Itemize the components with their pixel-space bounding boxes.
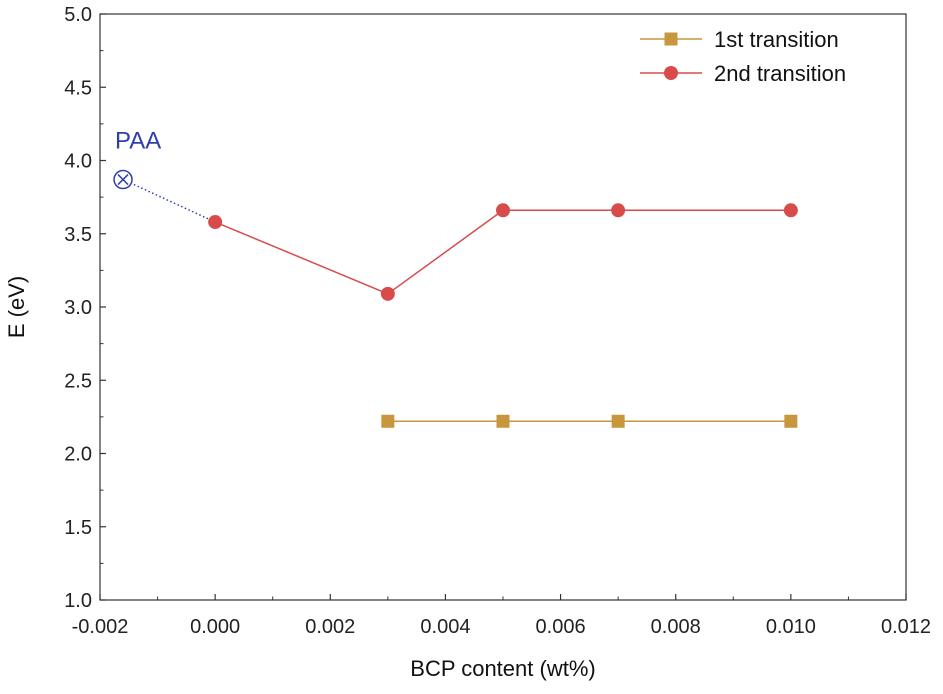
y-axis-title: E (eV) xyxy=(4,276,29,338)
series-markers xyxy=(113,169,798,428)
y-tick-label: 1.0 xyxy=(64,590,92,612)
data-point-circle xyxy=(380,286,395,301)
x-tick-label: 0.006 xyxy=(536,616,586,638)
plot-frame xyxy=(99,13,907,601)
x-axis-title: BCP content (wt%) xyxy=(410,656,595,681)
x-tick-label: 0.010 xyxy=(766,616,816,638)
x-tick-label: 0.002 xyxy=(305,616,355,638)
data-point-circle xyxy=(208,215,223,230)
data-point-square xyxy=(496,414,510,428)
axis-ticks xyxy=(99,13,907,601)
y-axis-tick-labels: 1.0 1.5 2.0 2.5 3.0 3.5 4.0 4.5 5.0 xyxy=(64,4,92,612)
y-tick-label: 3.0 xyxy=(64,297,92,319)
series-lines xyxy=(122,178,791,423)
data-point-circle xyxy=(783,203,798,218)
data-point-square xyxy=(784,414,798,428)
y-tick-label: 2.0 xyxy=(64,444,92,466)
x-tick-label: 0.004 xyxy=(420,616,470,638)
y-tick-label: 1.5 xyxy=(64,517,92,539)
paa-connector-line xyxy=(122,178,216,223)
y-tick-label: 5.0 xyxy=(64,4,92,26)
legend: 1st transition 2nd transition xyxy=(640,27,846,86)
legend-square-marker xyxy=(664,32,678,46)
x-tick-label: 0.008 xyxy=(651,616,701,638)
data-point-square xyxy=(611,414,625,428)
legend-item-2nd-transition: 2nd transition xyxy=(640,61,846,86)
legend-label: 1st transition xyxy=(714,27,839,52)
y-tick-label: 4.0 xyxy=(64,151,92,173)
legend-label: 2nd transition xyxy=(714,61,846,86)
x-tick-label: 0.000 xyxy=(190,616,240,638)
y-tick-label: 4.5 xyxy=(64,77,92,99)
x-axis-tick-labels: -0.002 0.000 0.002 0.004 0.006 0.008 0.010 0.01… xyxy=(72,616,931,638)
x-tick-label: 0.012 xyxy=(881,616,931,638)
y-tick-label: 2.5 xyxy=(64,370,92,392)
paa-marker-cross xyxy=(117,174,129,186)
data-point-square xyxy=(381,414,395,428)
series-line-2 xyxy=(214,209,791,295)
data-point-circle xyxy=(611,203,626,218)
y-tick-label: 3.5 xyxy=(64,224,92,246)
x-tick-label: -0.002 xyxy=(72,616,129,638)
paa-annotation: PAA xyxy=(115,128,161,155)
legend-item-1st-transition: 1st transition xyxy=(640,27,839,52)
legend-circle-marker xyxy=(664,66,678,80)
data-point-circle xyxy=(496,203,510,218)
